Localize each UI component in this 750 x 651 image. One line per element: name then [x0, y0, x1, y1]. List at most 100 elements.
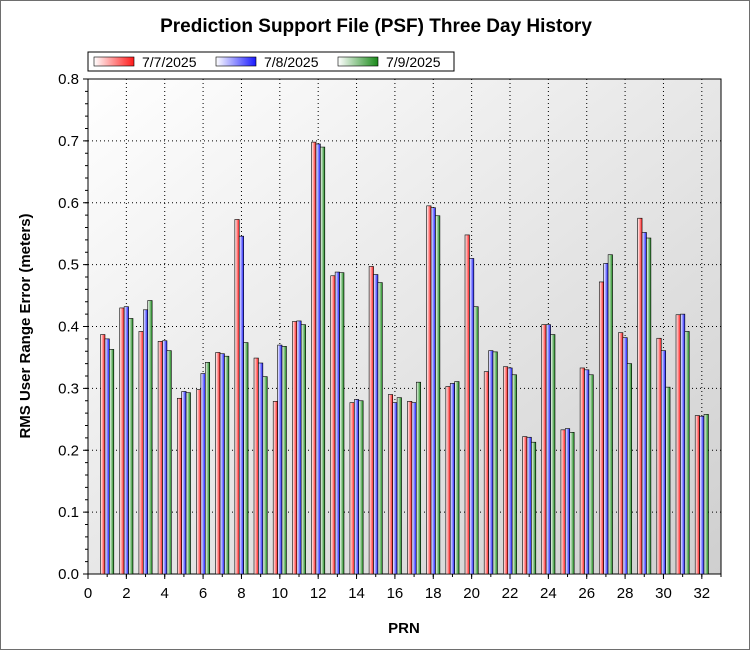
bar-prn-23-series-1	[522, 436, 528, 575]
bar-prn-4-series-1	[157, 341, 163, 575]
bar-prn-8-series-2	[238, 235, 244, 575]
bar-prn-23-series-2	[526, 436, 532, 575]
bar-prn-17-series-1	[407, 401, 413, 575]
legend-label-2: 7/8/2025	[264, 54, 319, 70]
x-tick-label: 22	[502, 585, 519, 602]
bar-prn-20-series-2	[469, 258, 475, 575]
bar-prn-6-series-2	[200, 373, 206, 575]
bar-prn-13-series-1	[330, 275, 336, 575]
y-tick-label: 0.3	[58, 380, 79, 397]
bar-prn-17-series-3	[415, 381, 422, 575]
bar-prn-22-series-2	[507, 367, 513, 575]
bar-prn-32-series-1	[694, 415, 700, 575]
bar-prn-19-series-3	[454, 381, 460, 575]
x-tick-label: 4	[161, 585, 169, 602]
bar-prn-16-series-3	[396, 397, 402, 575]
y-tick-label: 0.6	[58, 195, 79, 212]
bar-prn-30-series-2	[660, 350, 666, 575]
bar-prn-24-series-1	[541, 324, 547, 575]
bar-prn-13-series-2	[334, 271, 340, 575]
x-tick-label: 14	[348, 585, 365, 602]
bar-prn-3-series-1	[138, 331, 144, 575]
bar-prn-14-series-1	[349, 402, 355, 575]
chart-title: Prediction Support File (PSF) Three Day …	[160, 16, 592, 37]
x-tick-label: 26	[578, 585, 595, 602]
x-tick-label: 30	[655, 585, 672, 602]
x-tick-label: 18	[425, 585, 442, 602]
bar-prn-24-series-2	[545, 324, 551, 575]
x-tick-label: 2	[122, 585, 130, 602]
bar-prn-2-series-3	[128, 318, 134, 575]
bar-prn-7-series-3	[224, 355, 230, 575]
y-tick-label: 0.7	[58, 133, 79, 150]
bar-prn-12-series-1	[311, 141, 317, 575]
bar-prn-15-series-1	[368, 266, 374, 575]
bar-prn-32-series-3	[703, 414, 709, 575]
x-tick-label: 32	[693, 585, 710, 602]
bar-prn-27-series-3	[607, 254, 613, 575]
bar-prn-27-series-2	[603, 263, 609, 575]
legend-swatch-2	[215, 56, 257, 67]
bar-prn-13-series-3	[339, 272, 345, 575]
bar-prn-1-series-2	[104, 338, 110, 575]
bar-prn-21-series-3	[492, 351, 498, 575]
bar-prn-11-series-2	[296, 320, 302, 575]
bar-prn-20-series-3	[473, 306, 479, 575]
bar-prn-10-series-1	[272, 401, 278, 575]
bar-prn-3-series-3	[147, 300, 153, 575]
y-tick-label: 0.0	[58, 566, 79, 583]
bar-prn-31-series-3	[684, 331, 690, 575]
bar-prn-3-series-2	[143, 309, 149, 575]
bar-prn-14-series-2	[354, 399, 360, 575]
bar-prn-18-series-3	[435, 215, 441, 575]
bar-prn-24-series-3	[550, 334, 556, 575]
x-axis-title: PRN	[388, 620, 420, 637]
legend-swatch-3	[337, 56, 379, 67]
legend-swatch-1	[93, 56, 135, 67]
bar-prn-1-series-1	[100, 334, 106, 575]
bars	[100, 141, 709, 575]
x-tick-label: 28	[617, 585, 634, 602]
bar-prn-31-series-1	[675, 314, 681, 575]
bar-prn-6-series-1	[196, 389, 202, 575]
bar-prn-23-series-3	[531, 441, 537, 575]
bar-prn-11-series-3	[300, 324, 306, 575]
bar-prn-16-series-1	[387, 394, 394, 575]
bar-prn-17-series-2	[411, 402, 417, 575]
bar-prn-26-series-1	[579, 367, 585, 575]
bar-prn-22-series-1	[503, 366, 509, 575]
bar-prn-4-series-3	[166, 350, 172, 575]
bar-prn-29-series-3	[646, 237, 652, 575]
bar-prn-25-series-2	[565, 428, 571, 575]
bar-prn-12-series-3	[320, 146, 326, 575]
bar-prn-30-series-1	[656, 337, 662, 575]
y-tick-label: 0.5	[58, 257, 79, 274]
bar-prn-26-series-2	[584, 369, 590, 575]
y-tick-label: 0.4	[58, 319, 79, 336]
x-tick-label: 12	[310, 585, 327, 602]
bar-prn-14-series-3	[358, 400, 364, 575]
bar-prn-28-series-3	[626, 363, 633, 575]
bar-prn-5-series-3	[185, 392, 191, 575]
bar-prn-8-series-3	[243, 342, 249, 575]
bar-prn-10-series-3	[281, 345, 287, 575]
y-tick-label: 0.2	[58, 442, 79, 459]
y-axis-title: RMS User Range Error (meters)	[17, 213, 34, 438]
x-tick-label: 20	[463, 585, 480, 602]
bar-prn-16-series-2	[392, 402, 398, 575]
bar-prn-19-series-1	[445, 386, 451, 575]
bar-prn-9-series-3	[262, 376, 268, 575]
bar-prn-15-series-3	[377, 282, 383, 575]
bar-prn-29-series-2	[641, 232, 647, 575]
bar-prn-19-series-2	[449, 383, 455, 575]
bar-prn-10-series-2	[277, 344, 283, 575]
bar-prn-5-series-2	[181, 391, 187, 575]
x-tick-label: 24	[540, 585, 557, 602]
bar-prn-9-series-1	[253, 357, 259, 575]
bar-prn-18-series-2	[430, 207, 436, 575]
bar-prn-4-series-2	[162, 340, 168, 575]
bar-prn-15-series-2	[373, 274, 379, 575]
bar-prn-9-series-2	[258, 362, 264, 575]
